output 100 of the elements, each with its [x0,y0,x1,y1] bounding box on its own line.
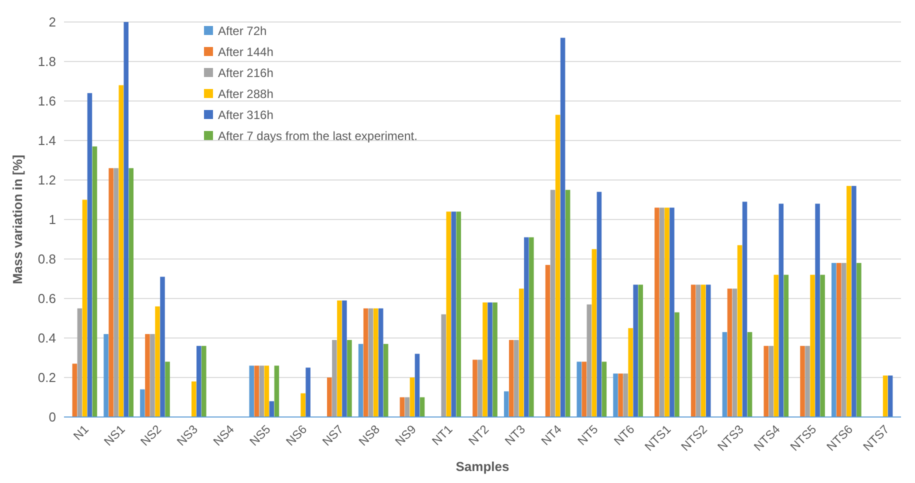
bar [633,284,638,417]
bar [400,397,405,417]
bar [592,249,597,417]
bar [596,192,602,417]
bar [514,340,519,417]
bar [482,302,488,417]
bar [145,334,150,417]
bar [446,212,451,417]
bar [414,354,420,417]
bar [472,360,478,417]
y-tick-label: 0.4 [38,330,56,346]
bar [114,168,118,417]
bar [732,288,738,417]
y-tick-label: 2 [48,14,56,30]
bar [456,212,462,417]
bar [508,340,514,417]
bar [836,262,842,417]
y-tick-label: 0.2 [38,370,56,386]
bar [602,362,607,417]
x-tick-label: N1 [70,422,92,443]
y-tick-label: 1.2 [38,172,56,188]
bar [191,381,196,417]
y-tick-label: 1.8 [38,54,56,70]
bar [742,202,748,417]
bar [737,245,742,417]
bar [196,346,202,417]
bar [441,314,446,417]
bar [747,332,752,417]
bar [820,274,825,417]
bar [420,397,425,417]
legend-label: After 316h [218,108,274,122]
bar [654,208,660,417]
bar [368,308,374,417]
x-tick-label: NT2 [466,422,492,448]
bar [160,276,165,417]
bar [202,346,206,417]
bar [560,38,566,417]
bar [259,366,264,417]
y-tick-label: 0.6 [38,291,56,306]
bar [108,168,114,417]
bar [165,362,170,417]
bar [150,334,155,417]
y-tick-label: 1.4 [38,133,56,148]
y-tick-label: 1 [48,212,56,228]
bar [269,401,274,417]
bar [846,186,852,417]
bar [555,114,560,417]
bar [264,366,270,417]
bar [404,397,410,417]
bar [306,368,310,417]
bar [842,262,846,417]
x-tick-label: NT3 [502,422,528,448]
bar [347,340,352,417]
bar [565,190,570,417]
bar [784,274,789,417]
bar [815,204,820,417]
bar [805,346,810,417]
bar [300,393,306,417]
bar [124,22,128,417]
bar [800,346,805,417]
bar [674,312,680,417]
bar [810,274,815,417]
bar [856,262,862,417]
bar [852,186,856,417]
x-axis-title: Samples [456,459,510,474]
bar [623,374,628,417]
y-tick-label: 1.6 [38,94,56,109]
bar [488,302,492,417]
bar [82,200,88,417]
x-tick-label: NT6 [611,422,638,448]
bar [327,378,332,417]
y-axis-title: Mass variation in [%] [10,154,25,284]
bar [690,284,696,417]
bar [550,190,556,417]
bar [774,274,779,417]
bar [778,204,784,417]
bar [254,366,260,417]
bar [582,362,587,417]
bar [882,376,888,417]
bar [118,85,124,417]
bar [764,346,768,417]
bar [618,374,623,417]
bar [337,300,342,417]
bar [768,346,774,417]
bar [383,344,388,417]
bar [696,284,701,417]
legend-label: After 7 days from the last experiment. [218,129,418,144]
bar [888,376,893,417]
bar [87,93,92,417]
bar [529,237,534,417]
bar [451,212,456,417]
legend-label: After 288h [218,87,274,102]
bar [700,284,706,417]
bar [660,208,664,417]
bar [332,340,337,417]
legend-label: After 144h [218,45,274,60]
bar [545,264,550,417]
bar [363,308,368,417]
bar [155,306,160,417]
y-tick-label: 0 [48,410,56,425]
